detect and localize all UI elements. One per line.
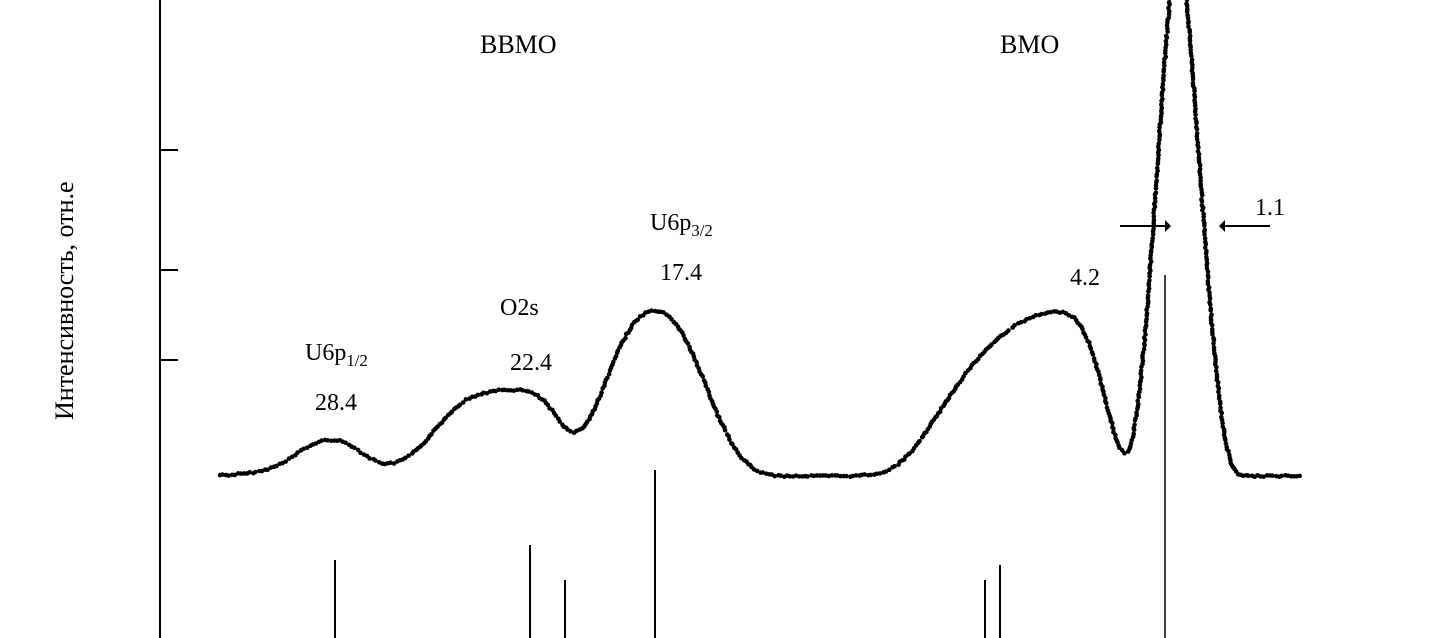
- fwhm-value-label: 1.1: [1255, 195, 1285, 222]
- peak-name-label: O2s: [500, 295, 539, 322]
- peak-name-label: U6p3/2: [650, 210, 713, 241]
- peak-value-label: 22.4: [510, 350, 552, 377]
- peak-value-label: 17.4: [660, 260, 702, 287]
- peak-value-label: 28.4: [315, 390, 357, 417]
- peak-value-label: 4.2: [1070, 265, 1100, 292]
- fwhm-arrow: [1220, 225, 1270, 227]
- y-axis-label: Интенсивность, отн.е: [50, 181, 80, 420]
- spectrum-chart: [0, 0, 1440, 638]
- region-label: ВМО: [1000, 30, 1059, 60]
- fwhm-arrow: [1120, 225, 1170, 227]
- region-label: ВВМО: [480, 30, 557, 60]
- peak-name-label: U6p1/2: [305, 340, 368, 371]
